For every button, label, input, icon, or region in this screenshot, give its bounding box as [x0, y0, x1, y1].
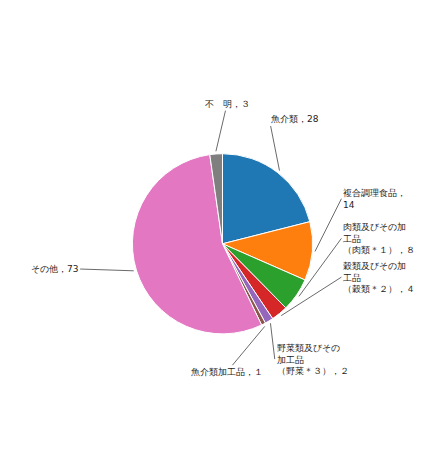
svg-text:不 明，３: 不 明，３	[205, 99, 250, 109]
svg-text:魚介類加工品，１: 魚介類加工品，１	[191, 367, 263, 377]
svg-text:魚介類，28: 魚介類，28	[271, 114, 319, 124]
svg-text:肉類及びその加工品（肉類＊１），８: 肉類及びその加工品（肉類＊１），８	[343, 222, 415, 255]
svg-text:その他，73: その他，73	[31, 264, 78, 274]
svg-text:穀類及びその加工品（穀類＊２），４: 穀類及びその加工品（穀類＊２），４	[343, 261, 415, 294]
svg-text:複合調理食品，14: 複合調理食品，14	[343, 188, 406, 210]
svg-text:野菜類及びその加工品（野菜＊３），２: 野菜類及びその加工品（野菜＊３），２	[277, 343, 349, 376]
